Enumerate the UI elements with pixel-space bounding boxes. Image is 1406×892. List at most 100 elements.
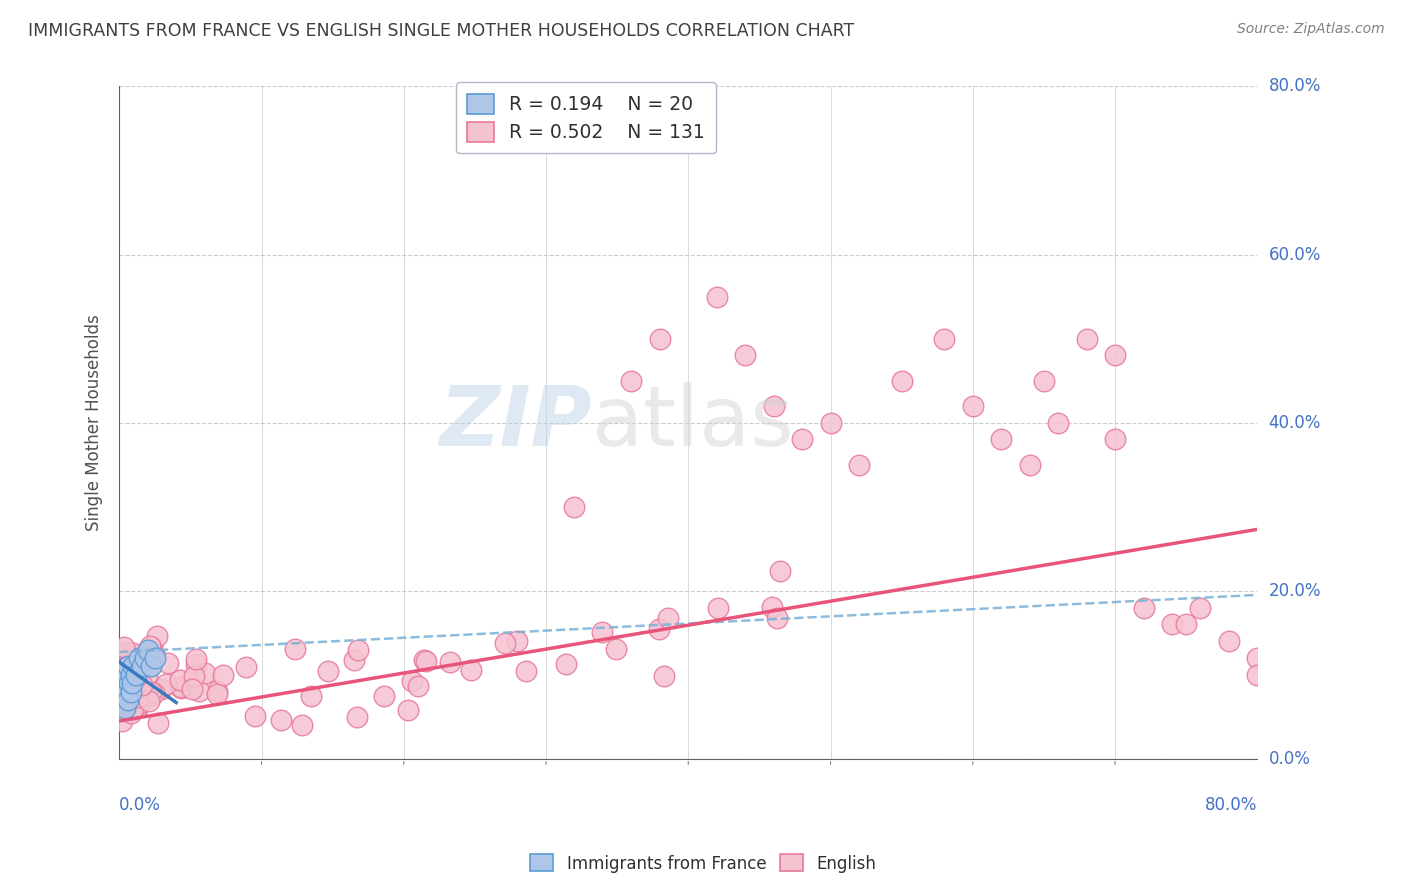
Point [114, 665, 136, 679]
Point [122, 682, 145, 697]
Point [170, 680, 193, 694]
Point [118, 657, 141, 672]
Point [114, 676, 136, 690]
Point [934, 332, 956, 346]
Point [131, 678, 153, 692]
Point [125, 701, 148, 715]
Point [120, 690, 142, 705]
Legend: R = 0.194    N = 20, R = 0.502    N = 131: R = 0.194 N = 20, R = 0.502 N = 131 [456, 82, 716, 153]
Point [620, 374, 643, 388]
Point [820, 416, 842, 430]
Point [135, 668, 157, 682]
Point [343, 653, 366, 667]
Point [1047, 416, 1070, 430]
Point [1104, 433, 1126, 447]
Point [146, 716, 169, 731]
Point [762, 399, 785, 413]
Point [184, 652, 207, 666]
Point [761, 599, 783, 614]
Point [648, 332, 671, 346]
Point [1189, 600, 1212, 615]
Point [318, 664, 340, 678]
Point [184, 657, 207, 672]
Point [790, 433, 813, 447]
Point [117, 644, 139, 658]
Point [131, 659, 153, 673]
Point [118, 673, 141, 688]
Point [112, 640, 135, 654]
Point [506, 633, 529, 648]
Point [652, 669, 675, 683]
Point [121, 673, 143, 688]
Point [124, 661, 146, 675]
Point [111, 673, 134, 687]
Point [136, 644, 159, 658]
Point [120, 684, 142, 698]
Text: Source: ZipAtlas.com: Source: ZipAtlas.com [1237, 22, 1385, 37]
Point [132, 662, 155, 676]
Point [401, 674, 423, 689]
Point [515, 665, 537, 679]
Point [122, 678, 145, 692]
Text: 40.0%: 40.0% [1268, 414, 1322, 432]
Point [205, 687, 228, 701]
Point [129, 683, 152, 698]
Point [155, 677, 177, 691]
Point [406, 678, 429, 692]
Point [439, 655, 461, 669]
Legend: Immigrants from France, English: Immigrants from France, English [523, 847, 883, 880]
Point [194, 665, 217, 680]
Point [114, 701, 136, 715]
Point [111, 689, 134, 703]
Point [990, 433, 1012, 447]
Point [125, 701, 148, 715]
Text: IMMIGRANTS FROM FRANCE VS ENGLISH SINGLE MOTHER HOUSEHOLDS CORRELATION CHART: IMMIGRANTS FROM FRANCE VS ENGLISH SINGLE… [28, 22, 855, 40]
Point [111, 684, 134, 698]
Point [120, 706, 142, 721]
Point [139, 685, 162, 699]
Point [114, 669, 136, 683]
Point [111, 646, 134, 660]
Point [657, 611, 679, 625]
Point [177, 680, 200, 694]
Point [124, 665, 146, 680]
Point [122, 659, 145, 673]
Text: 80.0%: 80.0% [1205, 796, 1257, 814]
Point [707, 600, 730, 615]
Point [124, 670, 146, 684]
Point [127, 665, 149, 679]
Point [141, 640, 163, 655]
Point [136, 642, 159, 657]
Point [769, 565, 792, 579]
Point [1018, 458, 1040, 472]
Point [346, 709, 368, 723]
Point [766, 611, 789, 625]
Point [460, 663, 482, 677]
Point [291, 718, 314, 732]
Point [122, 670, 145, 684]
Point [205, 684, 228, 698]
Point [187, 684, 209, 698]
Point [120, 676, 142, 690]
Point [1246, 651, 1268, 665]
Text: 0.0%: 0.0% [1268, 750, 1310, 768]
Point [115, 667, 138, 681]
Point [111, 698, 134, 713]
Point [243, 709, 266, 723]
Point [270, 713, 292, 727]
Point [111, 714, 134, 728]
Point [111, 675, 134, 690]
Text: 0.0%: 0.0% [120, 796, 162, 814]
Point [734, 348, 756, 362]
Point [145, 629, 167, 643]
Point [128, 651, 150, 665]
Point [125, 667, 148, 681]
Point [128, 696, 150, 710]
Point [1246, 667, 1268, 681]
Text: 20.0%: 20.0% [1268, 582, 1322, 599]
Point [284, 641, 307, 656]
Point [112, 693, 135, 707]
Point [1175, 617, 1198, 632]
Point [139, 640, 162, 654]
Point [124, 662, 146, 676]
